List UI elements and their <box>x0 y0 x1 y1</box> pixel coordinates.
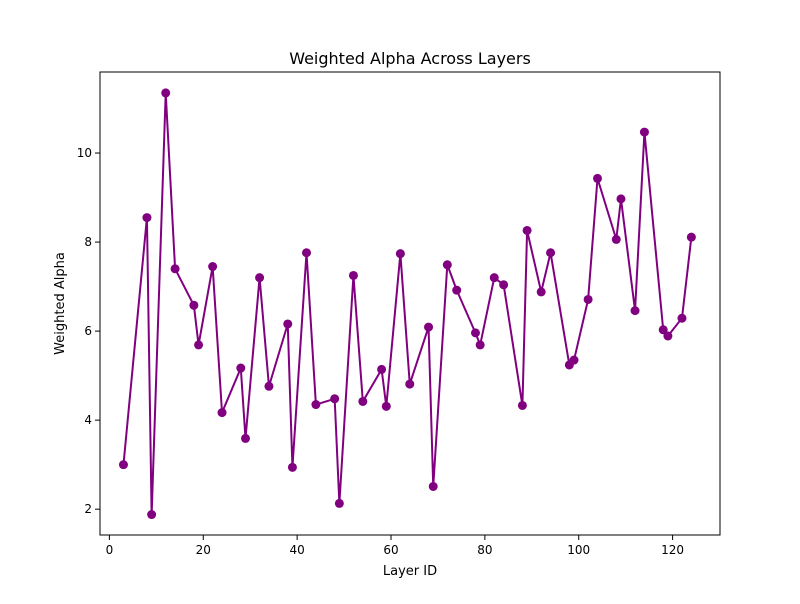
y-tick-label: 10 <box>77 146 92 160</box>
data-point <box>161 88 171 98</box>
data-points <box>118 88 696 520</box>
data-point <box>499 280 509 290</box>
data-point <box>264 381 274 391</box>
y-tick-label: 2 <box>84 502 92 516</box>
data-point <box>630 306 640 316</box>
x-tick-label: 100 <box>567 543 590 557</box>
data-point <box>442 260 452 270</box>
data-point <box>217 408 227 418</box>
data-point <box>358 396 368 406</box>
data-point <box>470 328 480 338</box>
data-point <box>452 285 462 295</box>
data-point <box>522 225 532 235</box>
data-point <box>611 234 621 244</box>
data-point <box>428 481 438 491</box>
data-point <box>302 248 312 258</box>
y-tick-label: 8 <box>84 235 92 249</box>
x-tick-label: 0 <box>106 543 114 557</box>
data-point <box>348 270 358 280</box>
chart-title: Weighted Alpha Across Layers <box>289 49 531 68</box>
x-tick-label: 80 <box>477 543 492 557</box>
data-point <box>194 340 204 350</box>
data-point <box>287 462 297 472</box>
data-point <box>255 273 265 283</box>
data-point <box>405 379 415 389</box>
data-point <box>517 400 527 410</box>
y-axis-label: Weighted Alpha <box>53 252 68 355</box>
data-point <box>377 364 387 374</box>
data-point <box>311 400 321 410</box>
y-tick-label: 6 <box>84 324 92 338</box>
data-point <box>663 331 673 341</box>
data-point <box>489 273 499 283</box>
data-point <box>118 460 128 470</box>
y-tick-label: 4 <box>84 413 92 427</box>
data-point <box>330 394 340 404</box>
data-point <box>142 213 152 223</box>
data-point <box>283 319 293 329</box>
data-point <box>147 510 157 520</box>
data-point <box>475 340 485 350</box>
x-tick-label: 60 <box>383 543 398 557</box>
data-point <box>677 313 687 323</box>
data-point <box>208 262 218 272</box>
data-point <box>395 249 405 259</box>
data-point <box>639 127 649 137</box>
data-point <box>189 300 199 310</box>
x-axis-ticks: 0 20 40 60 80 100 120 <box>106 535 684 557</box>
data-point <box>236 363 246 373</box>
data-point <box>241 433 250 443</box>
x-tick-label: 40 <box>289 543 304 557</box>
y-axis-ticks: 2 4 6 8 10 <box>77 146 100 516</box>
data-point <box>583 294 593 304</box>
data-point <box>424 322 434 332</box>
data-point <box>536 287 546 297</box>
data-point <box>593 173 602 183</box>
x-tick-label: 120 <box>661 543 684 557</box>
x-tick-label: 20 <box>196 543 211 557</box>
data-point <box>658 325 668 335</box>
data-point <box>546 248 556 258</box>
data-point <box>381 401 391 411</box>
plot-area-frame <box>99 71 721 536</box>
data-point <box>686 232 696 242</box>
data-point <box>616 194 626 204</box>
data-point <box>334 498 344 508</box>
x-axis-label: Layer ID <box>383 564 437 579</box>
data-point <box>569 355 579 365</box>
data-point <box>170 264 180 274</box>
